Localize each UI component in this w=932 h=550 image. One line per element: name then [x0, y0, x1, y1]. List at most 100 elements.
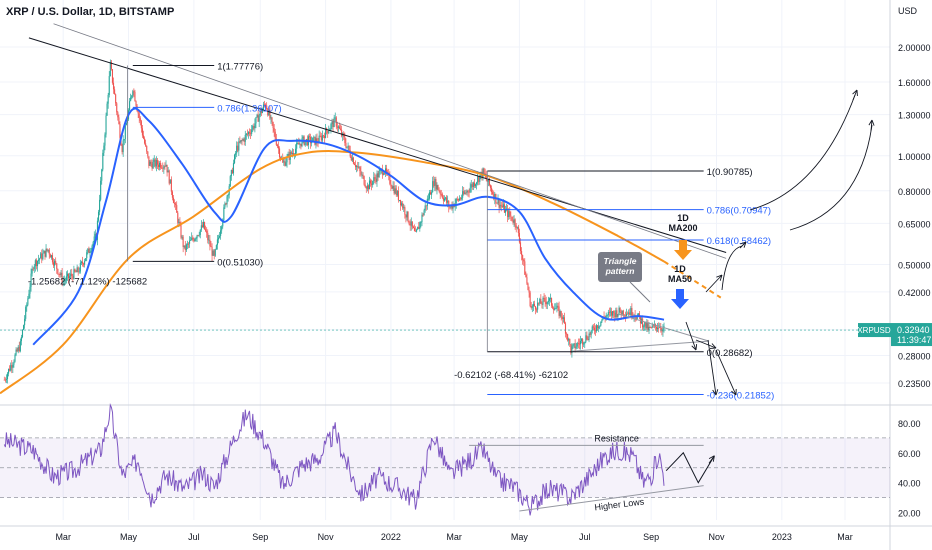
candle-body	[568, 338, 570, 341]
candle-body	[391, 186, 393, 189]
candle-body	[56, 263, 58, 269]
candle-body	[124, 125, 126, 140]
candle-body	[213, 250, 215, 256]
candle-body	[131, 95, 133, 98]
rsi-projection-zigzag	[665, 451, 715, 484]
rsi-tick-label: 20.00	[898, 509, 921, 519]
candle-body	[33, 266, 35, 270]
price-tick-label: 0.50000	[898, 261, 931, 271]
projection-curve	[721, 245, 743, 291]
candle-body	[336, 126, 338, 128]
candle-body	[251, 129, 253, 134]
projection-arrow-head	[868, 119, 875, 126]
candle-body	[202, 222, 205, 228]
candle-body	[642, 318, 644, 328]
candle-body	[472, 182, 474, 187]
candle-body	[321, 135, 323, 141]
candle-body	[119, 124, 121, 138]
candle-body	[144, 138, 146, 144]
candles	[3, 59, 665, 384]
rsi-line	[3, 403, 665, 516]
triangle-pattern-label: pattern	[605, 266, 635, 276]
candle-body	[558, 306, 560, 316]
candle-body	[613, 311, 615, 313]
candle-body	[31, 268, 33, 274]
candle-body	[125, 123, 127, 126]
candle-body	[226, 196, 228, 205]
candle-body	[183, 245, 185, 247]
candle-body	[224, 203, 226, 208]
candle-body	[48, 249, 50, 255]
candle-body	[474, 184, 477, 187]
candle-body	[70, 273, 72, 277]
candle-body	[172, 197, 175, 204]
candle-body	[189, 240, 191, 244]
candle-body	[79, 263, 81, 272]
candle-body	[257, 114, 259, 122]
outer-trendline	[53, 23, 727, 259]
candle-body	[595, 325, 598, 332]
candle-body	[413, 227, 416, 231]
candle-body	[81, 261, 84, 264]
candle-body	[569, 338, 571, 345]
candle-body	[5, 379, 7, 380]
candle-body	[461, 197, 463, 199]
candle-body	[615, 310, 617, 318]
candle-body	[396, 191, 398, 196]
candle-body	[27, 298, 29, 305]
candle-body	[515, 225, 517, 228]
candle-body	[443, 198, 446, 201]
projection-arrow-head	[731, 388, 737, 396]
candle-body	[660, 327, 662, 330]
candle-body	[328, 130, 330, 134]
candle-body	[42, 253, 44, 260]
ma200-annotation-label: 1D	[677, 213, 689, 223]
candle-body	[165, 164, 167, 167]
ma50-down-arrow-icon	[671, 289, 689, 309]
candle-body	[52, 262, 55, 266]
candle-body	[23, 325, 25, 330]
candle-body	[448, 200, 450, 207]
candle-body	[410, 221, 412, 226]
candle-body	[482, 168, 484, 178]
candle-body	[46, 248, 48, 251]
candle-body	[487, 178, 489, 182]
candle-body	[327, 131, 329, 134]
projection-arrow	[739, 241, 747, 249]
candle-body	[24, 318, 26, 326]
candle-body	[416, 229, 418, 232]
candle-body	[527, 283, 529, 291]
candle-body	[508, 211, 510, 218]
candle-body	[617, 314, 619, 317]
time-tick-label: May	[511, 532, 529, 542]
candle-body	[394, 188, 396, 194]
candle-body	[370, 180, 372, 184]
candle-body	[55, 260, 57, 264]
time-tick-label: May	[120, 532, 138, 542]
candle-body	[458, 198, 461, 201]
candle-body	[170, 179, 172, 192]
candle-body	[240, 140, 242, 143]
candle-body	[283, 161, 285, 163]
candle-body	[402, 203, 404, 209]
candle-body	[560, 311, 562, 317]
candle-body	[269, 110, 271, 119]
candle-body	[217, 237, 220, 240]
candle-body	[316, 138, 318, 143]
candle-body	[524, 261, 526, 275]
candle-body	[590, 330, 592, 335]
candle-body	[334, 117, 336, 119]
candle-body	[661, 329, 663, 332]
candle-body	[330, 124, 332, 129]
candle-body	[154, 159, 156, 167]
candle-body	[556, 305, 558, 309]
candle-body	[82, 263, 85, 265]
candle-body	[25, 307, 27, 319]
candle-body	[438, 190, 440, 192]
time-tick-label: Nov	[708, 532, 725, 542]
candle-body	[436, 185, 438, 190]
candle-body	[477, 176, 479, 183]
rsi-projection-arrow-head	[708, 455, 715, 462]
candle-body	[572, 344, 574, 347]
